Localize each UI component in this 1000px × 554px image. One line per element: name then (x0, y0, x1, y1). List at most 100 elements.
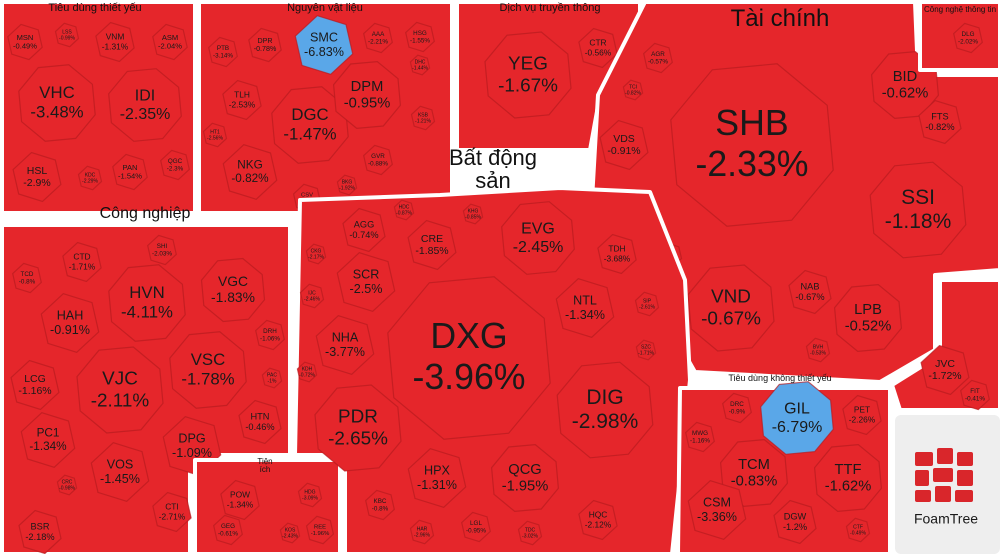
stock-change: -1.18% (885, 210, 952, 233)
stock-ticker: PET (854, 405, 870, 415)
stock-change: -1.92% (339, 185, 355, 191)
stock-ticker: HVN (129, 283, 164, 302)
stock-cell (833, 283, 903, 353)
stock-ticker: DGW (784, 511, 807, 521)
stock-change: -1.09% (172, 446, 212, 460)
stock-change: -2.17% (308, 254, 324, 260)
stock-cell (296, 361, 318, 383)
stock-ticker: YEG (508, 54, 548, 75)
stock-change: -0.62% (882, 86, 929, 102)
stock-change: -2.9% (23, 177, 50, 189)
stock-change: -1.54% (118, 172, 142, 181)
stock-change: -0.78% (254, 45, 277, 53)
stock-change: -2.04% (158, 42, 182, 51)
stock-ticker: PAC (267, 373, 277, 379)
stock-cell (279, 522, 301, 544)
stock-cell (407, 448, 467, 508)
stock-cell (960, 379, 990, 411)
stock-cell (108, 264, 186, 342)
stock-ticker: CKG (311, 249, 322, 255)
stock-cell (77, 165, 103, 191)
stock-change: -2.53% (229, 99, 256, 109)
stock-change: -2.43% (282, 533, 298, 539)
stock-cell (315, 315, 375, 375)
stock-cell (773, 499, 817, 545)
stock-ticker: MSN (17, 33, 34, 42)
stock-ticker: ASM (162, 33, 178, 42)
stock-ticker: VHC (39, 83, 74, 102)
stock-cell (305, 243, 327, 265)
stock-cell (490, 443, 560, 513)
stock-change: -4.11% (121, 303, 173, 322)
stock-cell (365, 489, 395, 521)
stock-cell (813, 443, 883, 513)
stock-cell (40, 293, 100, 353)
stock-cell (208, 36, 238, 68)
stock-cell (10, 359, 60, 411)
stock-cell (294, 15, 354, 75)
stock-change: -2.33% (695, 144, 808, 184)
stock-ticker: SCR (353, 267, 380, 281)
group-title: Nguyên vật liệu (287, 2, 363, 14)
stock-cell (409, 519, 435, 545)
stock-cell (222, 79, 262, 121)
stock-cell (202, 122, 228, 148)
stock-cell (405, 21, 435, 53)
stock-change: -1.31% (417, 478, 457, 492)
stock-change: -2.02% (958, 38, 978, 45)
stock-ticker: LCG (24, 373, 46, 385)
stock-ticker: TTF (835, 462, 862, 478)
stock-cell (643, 42, 673, 74)
stock-change: -1.72% (928, 370, 961, 382)
stock-ticker: GEG (221, 523, 235, 530)
stock-ticker: HSL (27, 165, 48, 177)
stock-change: -2.18% (25, 532, 54, 542)
stock-change: -1.2% (783, 522, 807, 532)
stock-ticker: SHI (157, 243, 168, 250)
stock-cell (238, 399, 282, 445)
stock-change: -1.34% (565, 308, 605, 322)
stock-cell (556, 361, 654, 459)
stock-ticker: BVH (813, 345, 824, 351)
stock-change: -0.74% (349, 230, 378, 240)
stock-cell (685, 421, 715, 453)
stock-change: -1.62% (825, 479, 872, 495)
stock-ticker: KHG (468, 209, 479, 215)
stock-cell (869, 161, 967, 259)
stock-ticker: AAA (372, 31, 385, 38)
logo-block (955, 490, 973, 502)
stock-change: -2.26% (849, 414, 876, 424)
stock-ticker: SSI (901, 186, 935, 209)
stock-cell (409, 54, 431, 76)
stock-change: -6.83% (304, 45, 344, 59)
stock-change: -0.99% (59, 35, 75, 41)
stock-ticker: NTL (573, 293, 597, 307)
stock-ticker: DPR (257, 37, 272, 45)
stock-change: -3.36% (697, 510, 737, 524)
stock-ticker: FIT (970, 388, 980, 395)
stock-change: -2.46% (304, 296, 320, 302)
stock-ticker: SMC (310, 30, 338, 44)
stock-change: -0.95% (466, 527, 486, 534)
stock-ticker: FTS (931, 111, 948, 121)
stock-ticker: HSG (413, 30, 427, 37)
stock-ticker: DRC (730, 401, 744, 408)
stock-ticker: BSR (31, 521, 50, 531)
stock-change: -2.29% (82, 178, 98, 184)
stock-ticker: DLG (962, 31, 975, 38)
stock-change: -3.68% (604, 253, 631, 263)
stock-change: -2.12% (585, 519, 612, 529)
stock-ticker: TCM (738, 457, 770, 473)
stock-change: -1.31% (102, 41, 129, 51)
stock-cell (112, 153, 148, 191)
stock-ticker: VND (711, 287, 751, 308)
stock-cell (387, 276, 551, 440)
stock-change: -0.82% (625, 90, 641, 96)
stock-change: -2.98% (572, 410, 639, 433)
stock-ticker: DPM (351, 79, 384, 95)
stock-cell (634, 291, 660, 317)
stock-ticker: TCI (629, 85, 637, 91)
stock-cell (410, 105, 436, 131)
stock-change: -0.67% (795, 292, 824, 302)
